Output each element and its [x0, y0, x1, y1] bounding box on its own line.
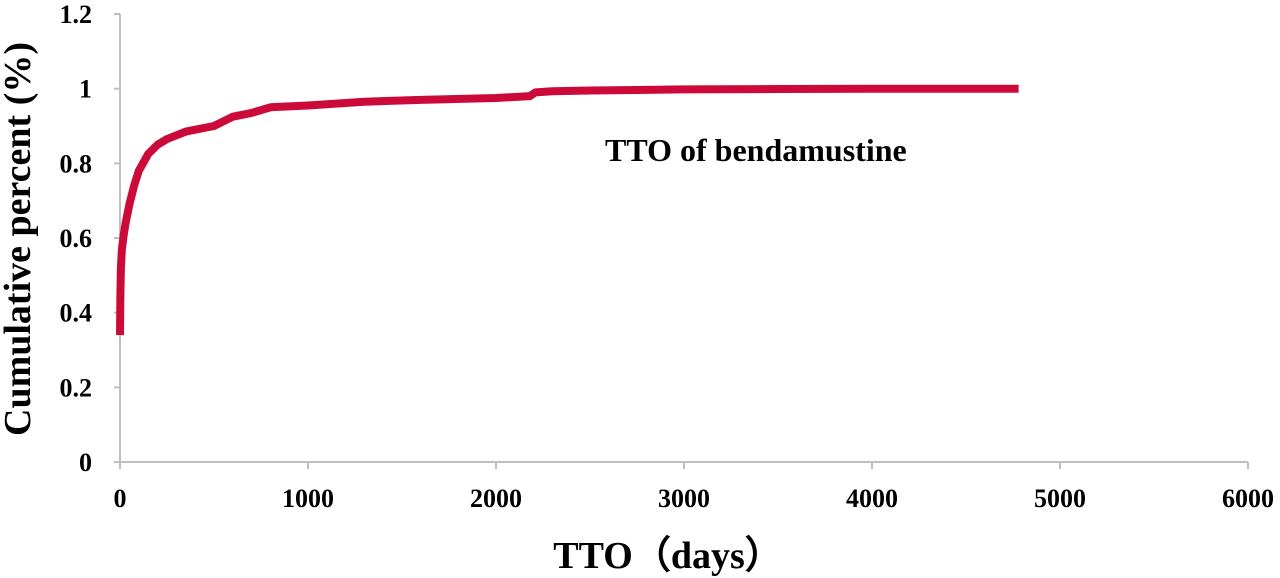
y-axis-title: Cumulative percent (%) — [0, 42, 39, 436]
x-axis-title: TTO（days） — [553, 535, 783, 577]
x-tick-label: 0 — [114, 484, 127, 513]
series-line — [116, 84, 1019, 336]
chart-annotation: TTO of bendamustine — [605, 132, 907, 168]
x-tick-label: 5000 — [1034, 484, 1086, 513]
x-tick-label: 6000 — [1222, 484, 1274, 513]
y-axis-ticks: 0 0.2 0.4 0.6 0.8 1 1.2 — [60, 0, 120, 477]
series-layer — [116, 84, 1019, 336]
x-tick-label: 3000 — [658, 484, 710, 513]
y-tick-label: 1.2 — [60, 0, 93, 29]
y-tick-label: 0.4 — [60, 299, 93, 328]
y-tick-label: 0.8 — [60, 149, 93, 178]
x-tick-label: 1000 — [282, 484, 334, 513]
y-tick-label: 0.2 — [60, 373, 93, 402]
y-tick-label: 0 — [79, 448, 92, 477]
x-axis-ticks: 0 1000 2000 3000 4000 5000 6000 — [114, 462, 1274, 513]
x-tick-label: 2000 — [470, 484, 522, 513]
y-tick-label: 0.6 — [60, 224, 93, 253]
x-tick-label: 4000 — [846, 484, 898, 513]
y-tick-label: 1 — [79, 75, 92, 104]
